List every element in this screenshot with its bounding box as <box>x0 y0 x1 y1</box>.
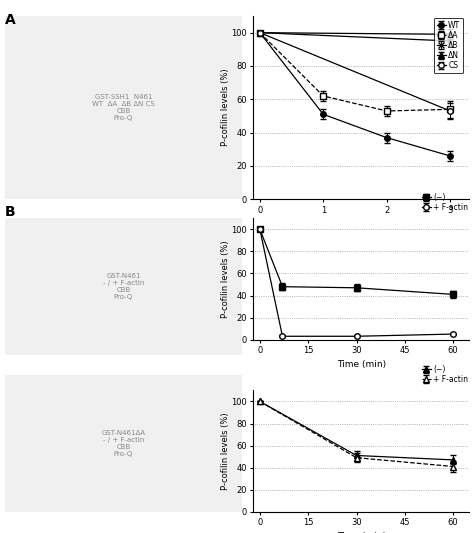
Text: GST-N461
- / + F-actin
CBB
Pro-Q: GST-N461 - / + F-actin CBB Pro-Q <box>103 273 144 300</box>
Text: A: A <box>5 13 16 27</box>
Y-axis label: P-cofilin levels (%): P-cofilin levels (%) <box>221 412 230 490</box>
X-axis label: Time (min): Time (min) <box>337 360 386 369</box>
Text: GST-SSH1  N461
WT  ΔA  ΔB ΔN CS
CBB
Pro-Q: GST-SSH1 N461 WT ΔA ΔB ΔN CS CBB Pro-Q <box>92 94 155 121</box>
Legend: WT, ΔA, ΔB, ΔN, CS: WT, ΔA, ΔB, ΔN, CS <box>434 18 464 73</box>
Legend: (−), + F-actin: (−), + F-actin <box>420 364 470 385</box>
Text: B: B <box>5 205 15 219</box>
Legend: (−), + F-actin: (−), + F-actin <box>420 191 470 213</box>
Y-axis label: P-cofilin levels (%): P-cofilin levels (%) <box>221 69 230 147</box>
Y-axis label: P-cofilin levels (%): P-cofilin levels (%) <box>221 240 230 318</box>
Text: GST-N461ΔA
- / + F-actin
CBB
Pro-Q: GST-N461ΔA - / + F-actin CBB Pro-Q <box>101 430 146 457</box>
X-axis label: Time (h): Time (h) <box>343 220 380 229</box>
